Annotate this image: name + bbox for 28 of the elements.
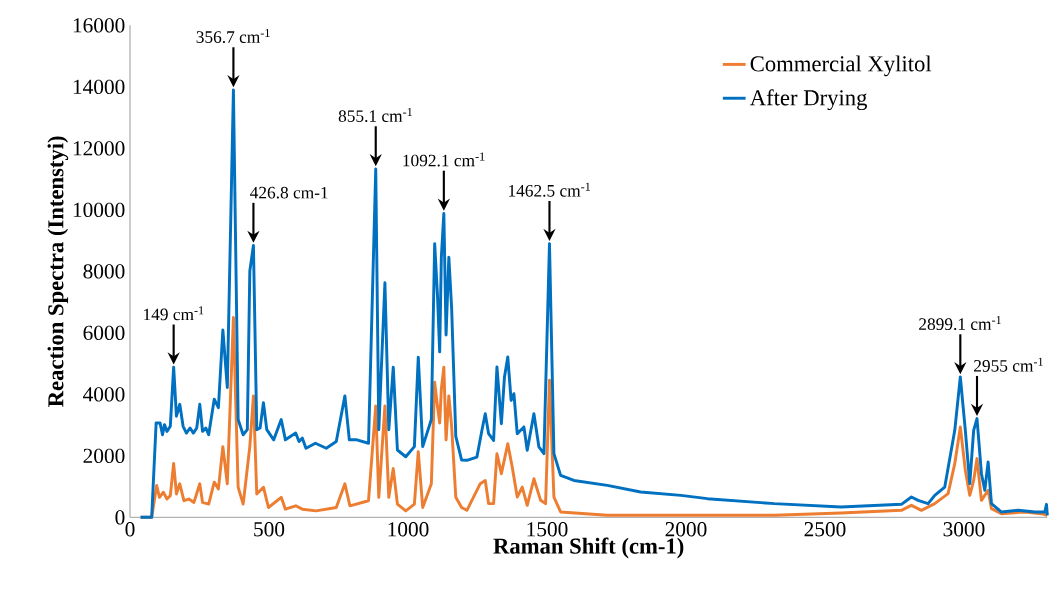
y-tick-label: 8000 [83, 263, 125, 279]
y-tick-label: 12000 [73, 140, 125, 156]
annotation: 1092.1 cm$^{-1}$ [403, 152, 485, 167]
annotation: 426.8 cm-1 [250, 186, 328, 199]
y-tick-label: 14000 [73, 79, 125, 94]
x-tick-label: 2000 [665, 521, 707, 537]
x-tick-label: 1000 [388, 521, 429, 537]
annotation: 855.1 cm$^{-1}$ [338, 107, 412, 122]
x-tick-label: 500 [254, 521, 285, 537]
annotation: 2899.1 cm$^{-1}$ [919, 315, 1001, 330]
y-tick-label: 0 [115, 509, 125, 525]
annotation: 149 cm$^{-1}$ [144, 306, 204, 321]
y-axis-title: Reaction Spectra (Intenstyi) [47, 136, 69, 407]
y-tick-label: 16000 [73, 17, 125, 33]
legend-label: Commercial Xylitol [750, 55, 932, 76]
y-tick-label: 6000 [83, 325, 125, 340]
y-tick-label: 2000 [83, 448, 125, 463]
legend-label: After Drying [749, 89, 867, 110]
y-tick-label: 4000 [83, 386, 125, 402]
x-axis-title: Raman Shift (cm-1) [493, 537, 684, 559]
x-tick-label: 3000 [943, 521, 985, 537]
annotation: 356.7 cm$^{-1}$ [196, 28, 270, 43]
x-tick-label: 2500 [804, 521, 846, 537]
x-tick-label: 0 [125, 521, 135, 537]
x-tick-label: 1500 [527, 521, 568, 537]
annotation: 1462.5 cm$^{-1}$ [509, 182, 591, 197]
y-tick-label: 10000 [73, 202, 125, 217]
annotation: 2955 cm$^{-1}$ [974, 357, 1043, 372]
